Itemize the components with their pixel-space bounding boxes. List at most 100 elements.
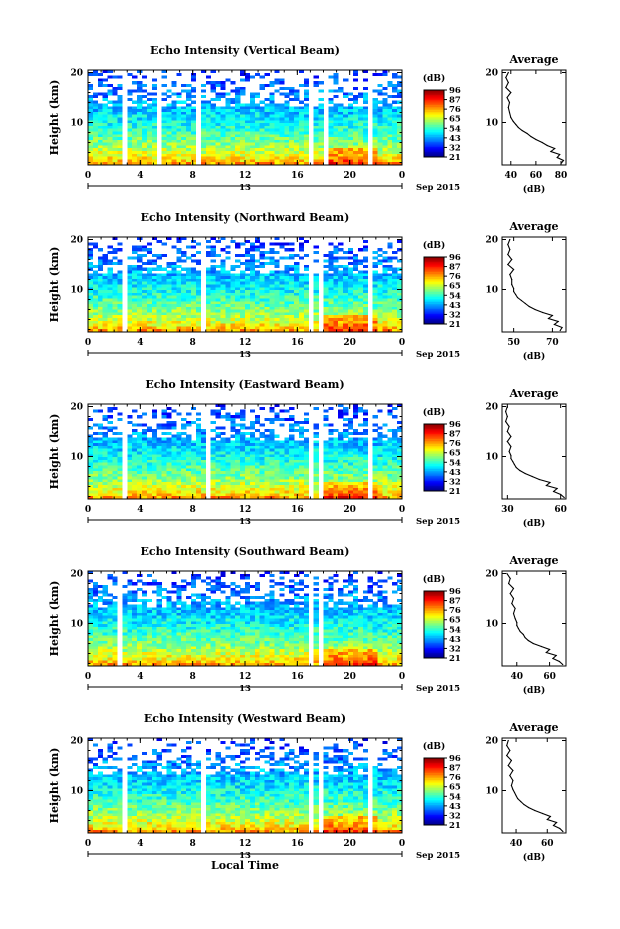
heatmap-cell <box>186 134 192 138</box>
heatmap-cell <box>225 298 231 302</box>
heatmap-cell <box>357 153 364 157</box>
heatmap-cell <box>107 245 113 249</box>
heatmap-cell <box>352 306 359 310</box>
heatmap-cell <box>240 443 246 447</box>
heatmap-cell <box>303 437 310 441</box>
heatmap-cell <box>171 309 177 313</box>
heatmap-cell <box>377 320 383 324</box>
heatmap-cell <box>348 256 354 260</box>
heatmap-cell <box>235 120 241 124</box>
heatmap-cell <box>362 423 368 427</box>
heatmap-cell <box>264 448 270 452</box>
heatmap-cell <box>166 106 172 110</box>
heatmap-cell <box>166 459 172 463</box>
heatmap-cell <box>377 262 383 266</box>
heatmap-cell <box>92 448 99 452</box>
heatmap-cell <box>362 284 368 288</box>
heatmap-cell <box>181 454 187 458</box>
heatmap-cell <box>161 148 167 152</box>
heatmap-cell <box>259 125 265 129</box>
heatmap-cell <box>382 454 388 458</box>
heatmap-cell <box>387 156 393 160</box>
heatmap-cell <box>176 151 182 155</box>
profile-point <box>507 243 509 246</box>
heatmap-cell <box>372 103 378 107</box>
heatmap-cell <box>397 162 403 166</box>
heatmap-cell <box>372 318 378 322</box>
heatmap-cell <box>289 106 295 110</box>
heatmap-cell <box>186 153 192 157</box>
heatmap-cell <box>220 292 226 296</box>
heatmap-cell <box>88 114 94 118</box>
heatmap-cell <box>151 134 157 138</box>
colorbar-step <box>424 275 444 278</box>
heatmap-cell <box>156 287 162 291</box>
heatmap-cell <box>289 253 295 257</box>
x-tick-label: 8 <box>190 338 196 348</box>
heatmap-cell <box>333 448 339 452</box>
heatmap-cell <box>357 137 364 141</box>
heatmap-cell <box>284 309 290 313</box>
heatmap-cell <box>254 72 261 76</box>
heatmap-cell <box>181 250 187 255</box>
heatmap-cell <box>298 145 305 149</box>
heatmap-cell <box>274 485 280 489</box>
heatmap-cell <box>102 256 108 260</box>
heatmap-cell <box>200 482 207 486</box>
heatmap-cell <box>352 256 359 260</box>
heatmap-cell <box>132 125 138 129</box>
heatmap-cell <box>254 159 261 163</box>
heatmap-cell <box>200 89 207 93</box>
heatmap-cell <box>274 103 280 107</box>
heatmap-cell <box>269 117 275 121</box>
heatmap-cell <box>377 100 383 104</box>
heatmap-cell <box>303 290 310 294</box>
heatmap-cell <box>107 162 113 166</box>
heatmap-cell <box>313 153 319 157</box>
heatmap-cell <box>215 485 221 489</box>
heatmap-cell <box>313 443 319 447</box>
heatmap-cell <box>328 256 334 260</box>
heatmap-cell <box>269 471 275 475</box>
heatmap-cell <box>132 326 138 330</box>
heatmap-cell <box>377 315 383 319</box>
heatmap-cell <box>176 462 182 466</box>
heatmap-cell <box>88 443 94 447</box>
heatmap-cell <box>215 459 221 463</box>
heatmap-cell <box>161 454 167 458</box>
heatmap-cell <box>259 134 265 138</box>
heatmap-cell <box>166 117 172 121</box>
heatmap-cell <box>151 83 157 88</box>
heatmap-cell <box>313 142 319 146</box>
heatmap-cell <box>279 320 285 324</box>
heatmap-cell <box>97 318 104 322</box>
heatmap-cell <box>186 298 192 302</box>
heatmap-cell <box>343 156 349 160</box>
heatmap-cell <box>249 462 256 466</box>
heatmap-cell <box>259 323 265 327</box>
colorbar-step <box>424 151 444 155</box>
heatmap-cell <box>132 451 138 455</box>
heatmap-cell <box>176 318 182 322</box>
heatmap-cell <box>141 148 148 152</box>
heatmap-cell <box>215 137 221 141</box>
heatmap-cell <box>88 465 94 469</box>
heatmap-cell <box>195 323 202 327</box>
heatmap-cell <box>225 476 231 480</box>
heatmap-cell <box>186 89 192 93</box>
heatmap-cell <box>137 100 143 104</box>
heatmap-cell <box>171 312 177 316</box>
heatmap-cell <box>215 329 221 333</box>
heatmap-cell <box>333 81 339 85</box>
heatmap-cell <box>269 114 275 118</box>
heatmap-cell <box>372 320 378 324</box>
heatmap-cell <box>151 415 157 419</box>
heatmap-cell <box>127 301 133 305</box>
heatmap-cell <box>117 114 123 118</box>
heatmap-cell <box>166 485 172 489</box>
heatmap-cell <box>240 89 246 93</box>
heatmap-cell <box>254 281 261 285</box>
heatmap-cell <box>107 142 113 146</box>
heatmap-cell <box>112 162 118 166</box>
heatmap-cell <box>176 142 182 146</box>
